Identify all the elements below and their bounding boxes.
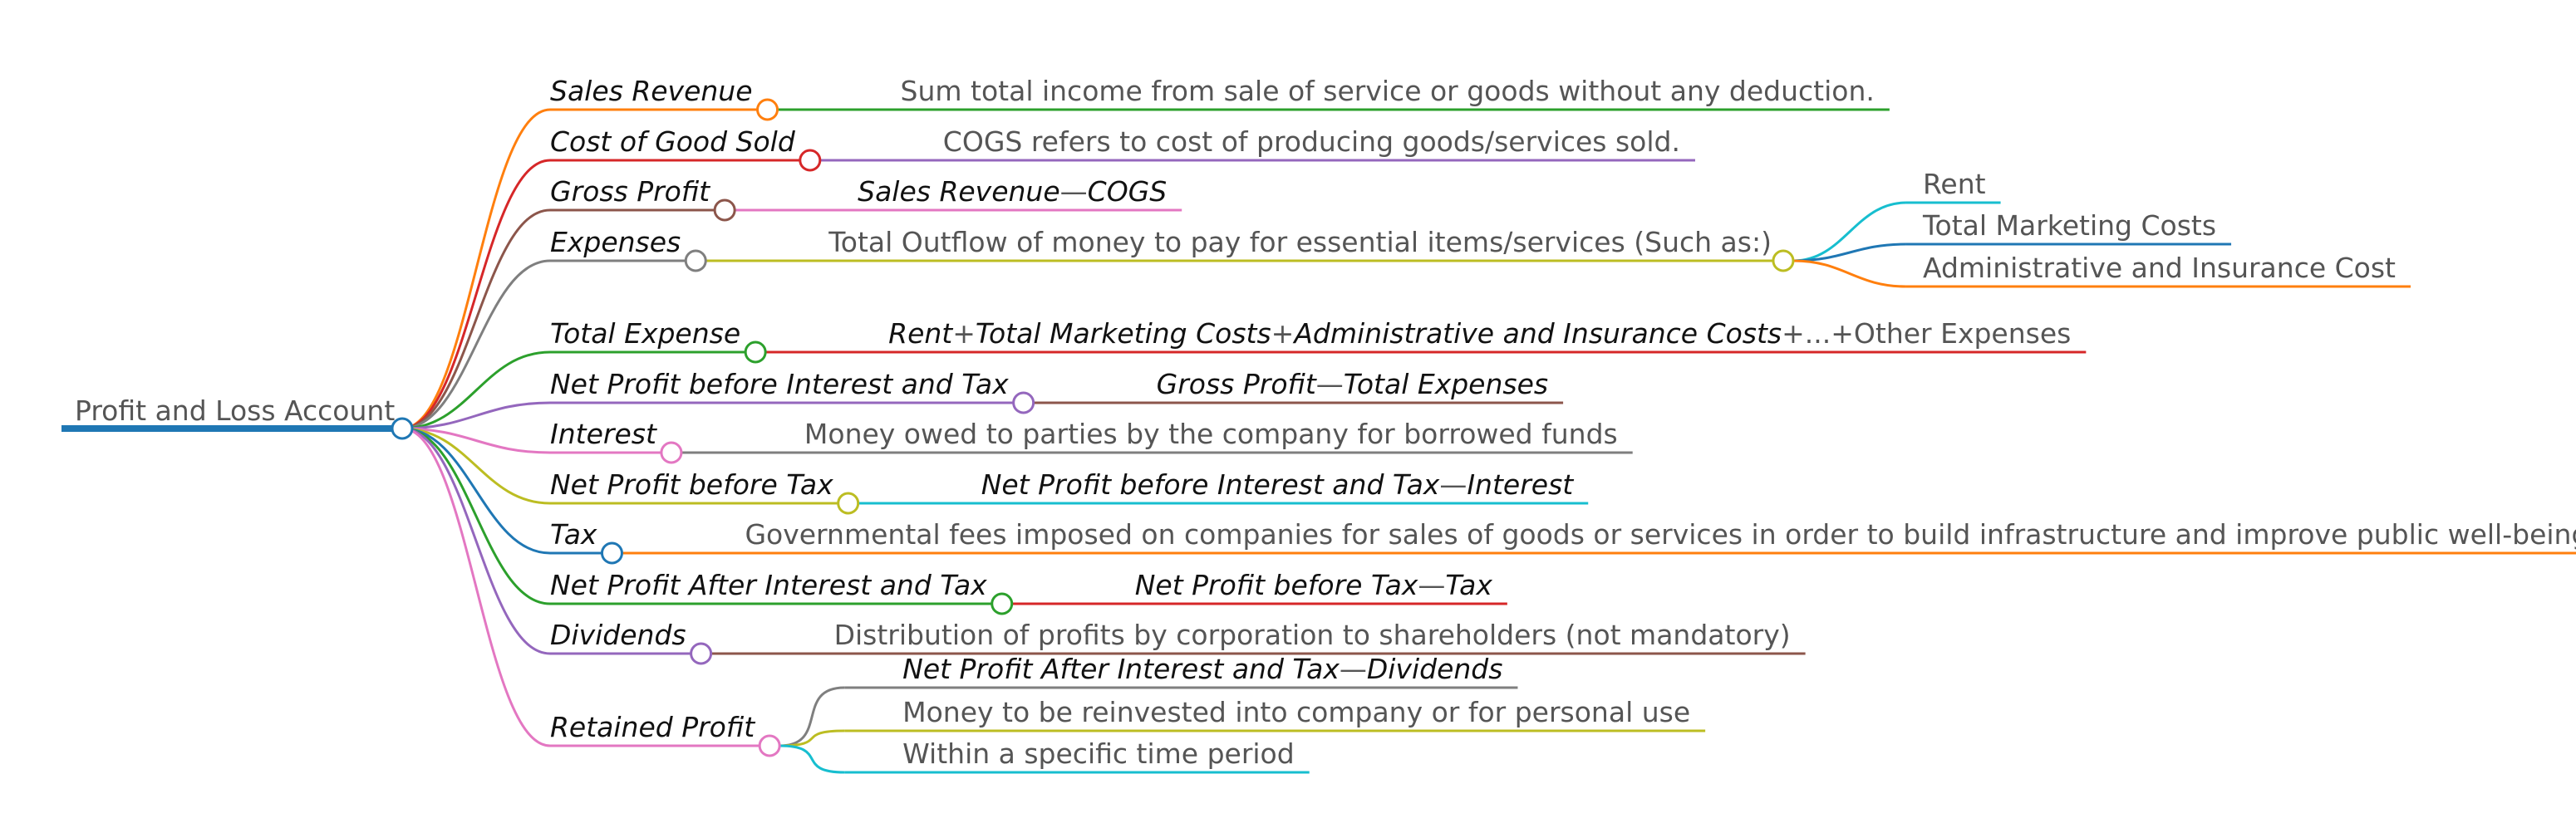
branch-node-dot-gross-profit [713, 198, 736, 222]
branch-connector-dividends [401, 427, 551, 655]
branch-connector-tax [401, 427, 551, 555]
formula-operator: — [1060, 175, 1088, 208]
formula-net-profit-after-interest-and-tax: Net Profit before Tax—Tax [1135, 569, 1493, 601]
branch-label-dividends: Dividends [550, 619, 686, 651]
formula-net-profit-before-interest-and-tax: Gross Profit—Total Expenses [1157, 368, 1548, 400]
formula-term: Administrative and Insurance Costs [1292, 317, 1782, 350]
branch-label-retained-profit: Retained Profit [550, 711, 755, 743]
branch-connector-gross-profit [401, 208, 551, 430]
branch-connector-retained-profit [401, 427, 551, 747]
child-connector-retained-profit-2 [779, 744, 845, 774]
formula-term: Sales Revenue [858, 175, 1060, 208]
branch-connector-cost-of-good-sold [401, 159, 551, 430]
branch-connector-interest [401, 427, 551, 454]
branch-node-dot-net-profit-after-interest-and-tax [991, 592, 1014, 615]
branch-node-dot-expenses [684, 249, 707, 272]
formula-term: Total Expenses [1344, 368, 1548, 400]
formula-operator: — [1316, 368, 1344, 400]
formula-operator: + [952, 317, 976, 350]
node-layer: Profit and Loss Account Sales Revenue Sum… [61, 75, 2576, 774]
branch-node-dot-tax [600, 541, 623, 565]
subitem-administrative-and-insurance-cost: Administrative and Insurance Cost [1923, 252, 2396, 284]
expenses-detail-node-dot [1772, 249, 1795, 272]
branch-connector-net-profit-before-tax [401, 427, 551, 505]
description-retained-profit-2: Within a specific time period [902, 737, 1295, 770]
branch-connector-net-profit-before-interest-and-tax [401, 401, 551, 430]
subitem-total-marketing-costs: Total Marketing Costs [1922, 209, 2216, 242]
branch-label-net-profit-before-interest-and-tax: Net Profit before Interest and Tax [550, 368, 1009, 400]
description-cost-of-good-sold: COGS refers to cost of producing goods/s… [943, 125, 1680, 158]
subitem-connector-1 [1792, 242, 1906, 262]
formula-operator: — [1340, 653, 1367, 685]
branch-node-dot-total-expense [744, 340, 767, 364]
branch-connector-net-profit-after-interest-and-tax [401, 427, 551, 605]
formula-term: Net Profit before Tax [1135, 569, 1418, 601]
formula-retained-profit-0: Net Profit After Interest and Tax—Divide… [902, 653, 1502, 685]
formula-term: Gross Profit [1157, 368, 1317, 400]
description-dividends: Distribution of profits by corporation t… [834, 619, 1791, 651]
formula-term: COGS [1088, 175, 1168, 208]
branch-connector-sales-revenue [401, 108, 551, 430]
root-label: Profit and Loss Account [75, 394, 395, 427]
formula-operator: + [1271, 317, 1295, 350]
branch-label-sales-revenue: Sales Revenue [550, 75, 753, 107]
subitem-connector-2 [1792, 259, 1906, 288]
branch-label-net-profit-before-tax: Net Profit before Tax [550, 468, 833, 501]
branch-connector-total-expense [401, 350, 551, 430]
description-interest: Money owed to parties by the company for… [804, 418, 1618, 450]
branch-label-net-profit-after-interest-and-tax: Net Profit After Interest and Tax [550, 569, 987, 601]
branch-node-dot-interest [660, 441, 683, 464]
formula-operator: — [1439, 468, 1467, 501]
branch-label-interest: Interest [550, 418, 657, 450]
branch-label-tax: Tax [550, 518, 597, 551]
branch-node-dot-cost-of-good-sold [799, 149, 822, 172]
formula-term: Tax [1445, 569, 1492, 601]
branch-node-dot-dividends [690, 642, 713, 665]
branch-label-expenses: Expenses [550, 226, 681, 258]
branch-connector-expenses [401, 259, 551, 430]
description-retained-profit-1: Money to be reinvested into company or f… [902, 696, 1690, 728]
formula-term: Rent [888, 317, 953, 350]
branch-node-dot-sales-revenue [756, 98, 779, 121]
formula-net-profit-before-tax: Net Profit before Interest and Tax—Inter… [981, 468, 1575, 501]
subitem-rent: Rent [1923, 168, 1986, 200]
branch-label-total-expense: Total Expense [550, 317, 740, 350]
description-tax: Governmental fees imposed on companies f… [745, 518, 2576, 551]
child-connector-retained-profit-1 [779, 729, 845, 747]
child-connector-retained-profit-0 [779, 686, 845, 747]
root-node-dot [391, 417, 414, 440]
branch-node-dot-retained-profit [758, 734, 781, 757]
formula-term: Total Marketing Costs [976, 317, 1271, 350]
branch-node-dot-net-profit-before-tax [837, 492, 860, 515]
formula-term: Net Profit before Interest and Tax [981, 468, 1440, 501]
formula-gross-profit: Sales Revenue—COGS [858, 175, 1167, 208]
formula-operator: +...+Other Expenses [1782, 317, 2071, 350]
formula-term: Net Profit After Interest and Tax [902, 653, 1340, 685]
branch-label-gross-profit: Gross Profit [550, 175, 710, 208]
description-expenses: Total Outflow of money to pay for essent… [828, 226, 1772, 258]
formula-term: Interest [1467, 468, 1574, 501]
connector-layer [401, 108, 1906, 774]
branch-node-dot-net-profit-before-interest-and-tax [1012, 391, 1035, 414]
subitem-connector-0 [1792, 201, 1906, 262]
branch-label-cost-of-good-sold: Cost of Good Sold [550, 125, 796, 158]
formula-total-expense: Rent+Total Marketing Costs+Administrativ… [888, 317, 2071, 350]
formula-term: Dividends [1367, 653, 1503, 685]
description-sales-revenue: Sum total income from sale of service or… [901, 75, 1875, 107]
formula-operator: — [1418, 569, 1445, 601]
